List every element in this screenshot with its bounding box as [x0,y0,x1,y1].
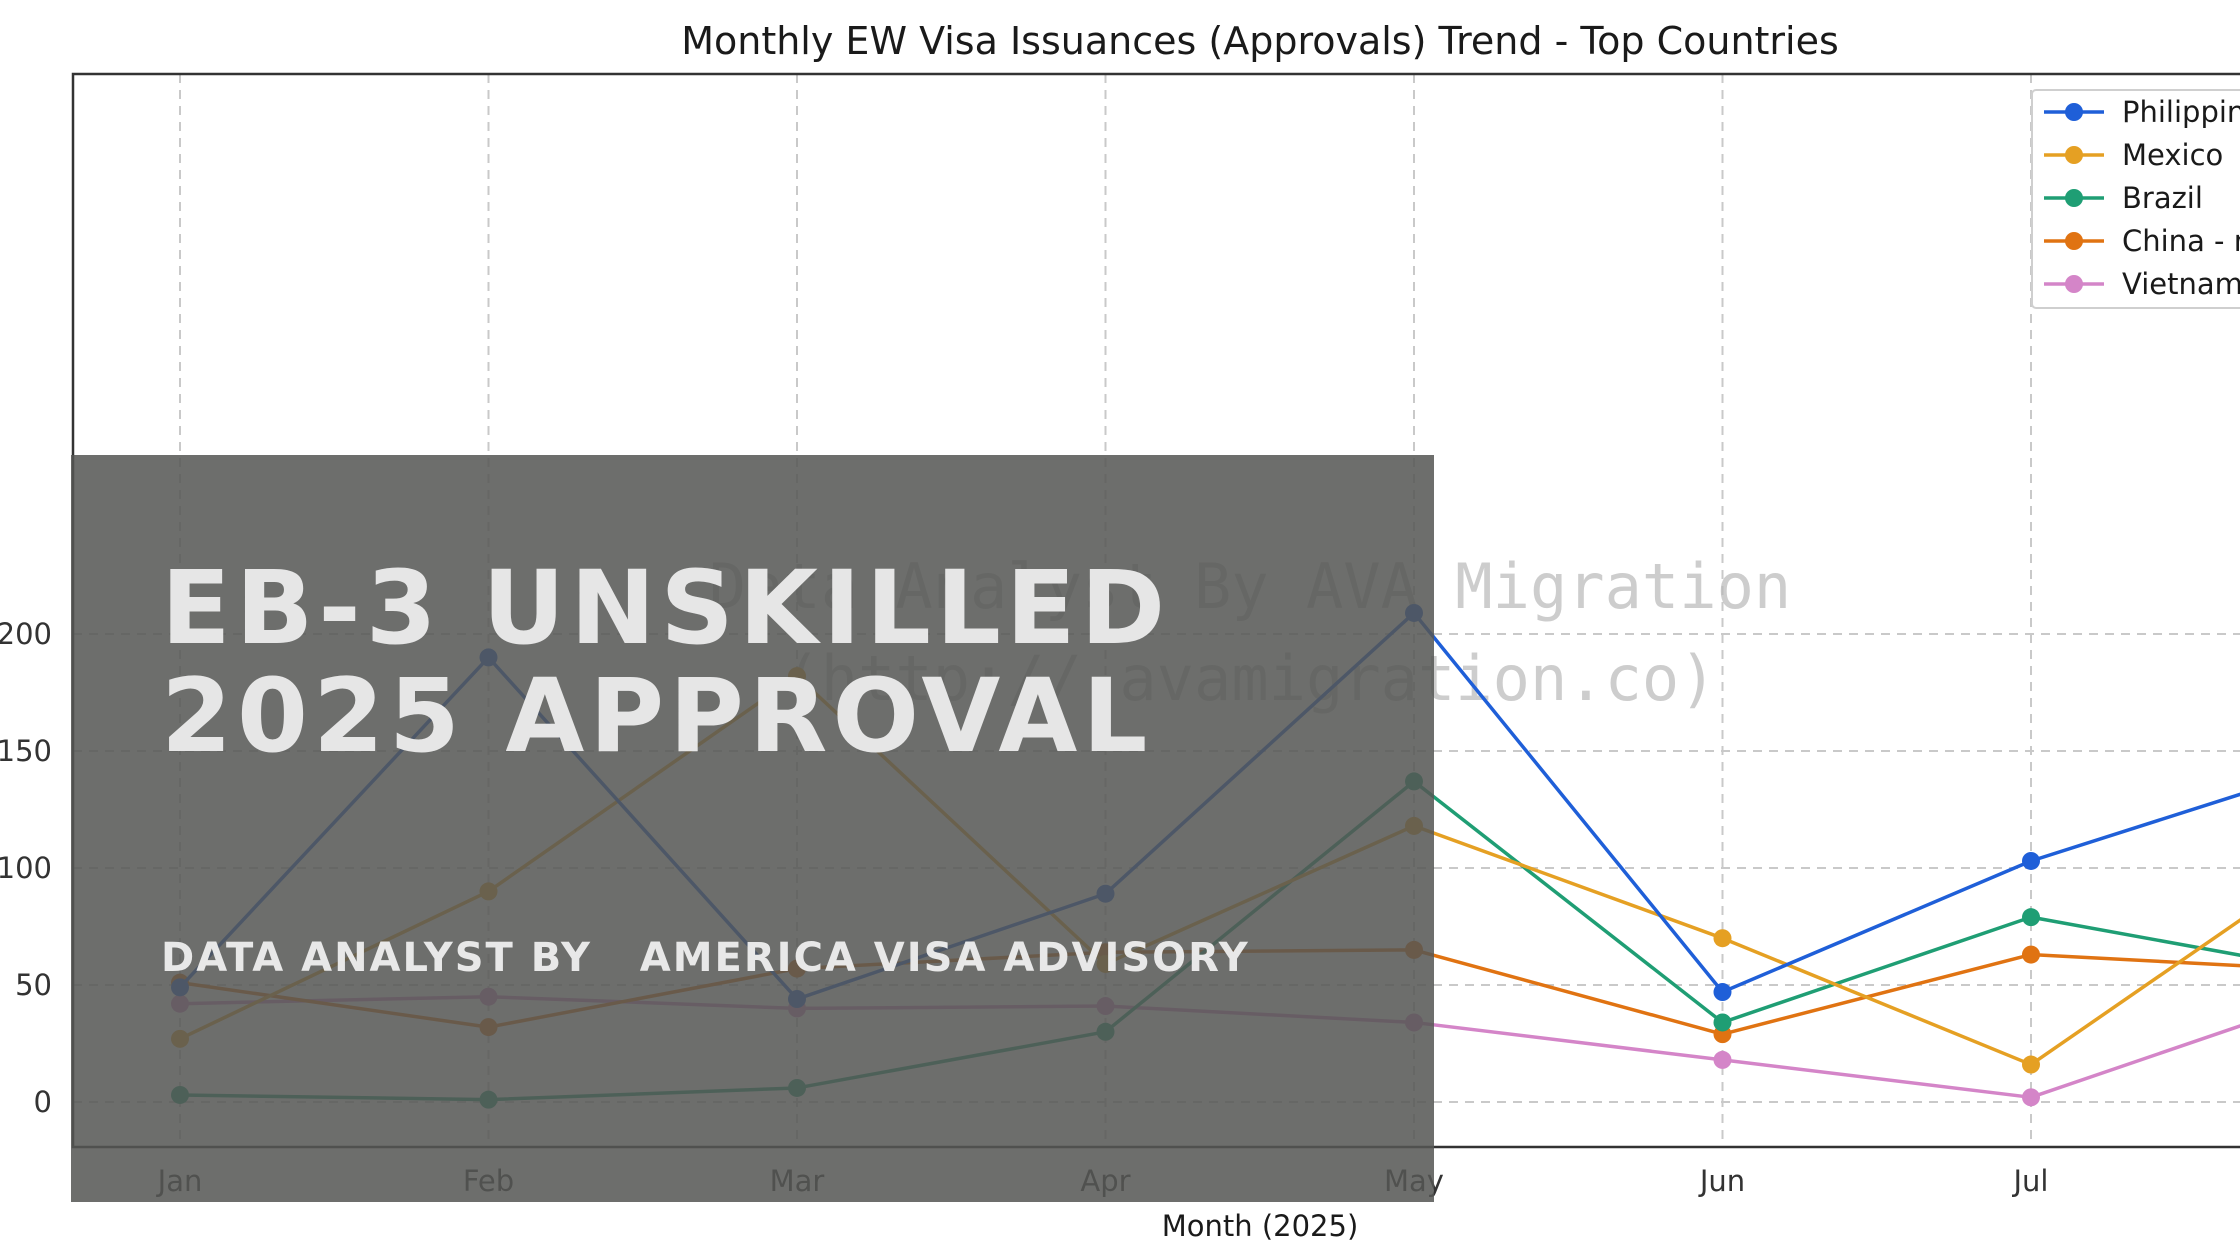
legend-label: Brazil [2122,181,2203,215]
y-tick-label: 100 [0,851,52,885]
data-point [2022,851,2040,870]
legend-item: China - m [2044,224,2240,258]
legend-label: Mexico [2122,138,2223,172]
x-axis-title: Month (2025) [1162,1209,1359,1243]
legend-label: China - m [2122,224,2240,258]
y-tick-label: 150 [0,734,52,768]
data-point [2022,908,2040,927]
y-tick-label: 50 [15,968,52,1002]
y-tick-label: 0 [34,1085,52,1119]
legend-swatch-marker [2065,189,2083,207]
legend-item: Brazil [2044,181,2203,215]
data-point [2022,1055,2040,1074]
data-point [1713,929,1732,948]
legend-item: Mexico [2044,138,2223,172]
data-point [1713,983,1732,1002]
banner-subtitle: DATA ANALYST BY AMERICA VISA ADVISORY [161,935,1250,981]
x-tick-label: Jun [1698,1164,1745,1198]
legend-label: Philippines [2122,95,2240,129]
data-point [2022,1088,2040,1107]
legend-label: Vietnam [2122,267,2240,301]
legend-item: Philippines [2044,95,2240,129]
legend: Philippines Mexico Brazil China - m Vietnam [2031,89,2240,309]
y-tick-labels: 0 50 100 150 200 [0,617,52,1119]
data-point [1713,1013,1732,1032]
legend-swatch-marker [2065,232,2083,250]
title-banner-overlay: EB-3 UNSKILLED 2025 APPROVAL DATA ANALYS… [71,455,1434,1202]
legend-box [2031,89,2240,309]
legend-swatch-marker [2065,275,2083,293]
x-tick-label: Jul [2012,1164,2049,1198]
banner-title-line-2: 2025 APPROVAL [161,657,1153,776]
data-point [2022,945,2040,964]
banner-title: EB-3 UNSKILLED 2025 APPROVAL [161,555,1170,771]
legend-swatch-marker [2065,103,2083,121]
banner-title-line-1: EB-3 UNSKILLED [161,549,1171,668]
data-point [1713,1050,1732,1069]
chart-title: Monthly EW Visa Issuances (Approvals) Tr… [681,19,1839,63]
y-tick-label: 200 [0,617,52,651]
legend-item: Vietnam [2044,267,2240,301]
legend-swatch-marker [2065,146,2083,164]
